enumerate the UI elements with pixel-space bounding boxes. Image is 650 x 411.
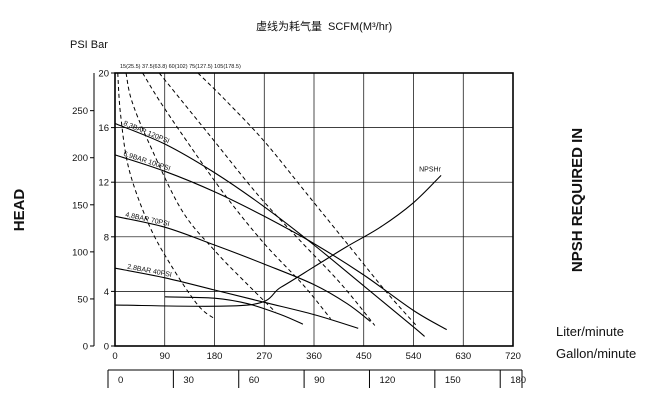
bar-tick-label: 12	[98, 178, 109, 189]
chart-title-unit: SCFM(M³/hr)	[328, 21, 392, 33]
gallon-tick-label: 120	[379, 375, 395, 386]
psi-tick-label: 0	[83, 342, 88, 353]
liter-axis: 0 90 180 270 360 450 540 630 720	[112, 351, 521, 362]
x-tick-label: 540	[406, 351, 422, 362]
series-line-4-8bar-70psi	[114, 215, 371, 322]
gallon-minute-label: Gallon/minute	[556, 346, 636, 361]
chart-title: 虚线为耗气量	[256, 19, 322, 33]
gallon-tick-label: 150	[445, 375, 461, 386]
psi-tick-label: 200	[72, 153, 88, 164]
x-tick-label: 630	[455, 351, 471, 362]
x-tick-label: 180	[207, 351, 223, 362]
gallon-tick-label: 0	[118, 375, 123, 386]
npshr-label: NPSHr	[419, 166, 441, 173]
series-line-60-102	[142, 72, 331, 320]
bar-tick-label: 20	[98, 69, 109, 80]
gallon-axis: 0 30 60 90 120 150 180	[107, 369, 526, 388]
series-line-2-8bar-40psi	[114, 267, 359, 329]
plot-border	[114, 72, 514, 347]
x-tick-label: 270	[256, 351, 272, 362]
x-tick-label: 360	[306, 351, 322, 362]
series-line-105-178-5	[197, 72, 417, 326]
psi-tick-label: 250	[72, 106, 88, 117]
series-layer	[114, 72, 447, 337]
psi-axis: 0 50 100 150 200 250	[72, 73, 95, 353]
bar-axis: 0 4 8 12 16 20	[98, 69, 115, 353]
air-consumption-labels: 15(25.5) 37.5(63.8) 60(102) 75(127.5) 10…	[120, 64, 241, 70]
head-axis-title: HEAD	[11, 189, 28, 232]
liter-minute-label: Liter/minute	[556, 324, 624, 339]
curve-label: 4.8BAR 70PSI	[125, 212, 171, 229]
curve-labels: 8.3BAR 120PSI 6.9BAR 100PSI 4.8BAR 70PSI 2.…	[122, 120, 441, 279]
series-line-4-8bar-70psi-lower	[164, 296, 304, 325]
psi-bar-unit-label: PSI Bar	[70, 39, 108, 51]
bar-tick-label: 4	[104, 287, 109, 298]
series-line-8-3bar-120psi	[114, 122, 425, 337]
series-line-37-5-63-8	[125, 72, 276, 313]
x-tick-label: 450	[356, 351, 372, 362]
bar-tick-label: 8	[104, 232, 109, 243]
bar-tick-label: 0	[104, 342, 109, 353]
psi-tick-label: 100	[72, 247, 88, 258]
gallon-tick-label: 90	[314, 375, 325, 386]
x-tick-label: 0	[112, 351, 117, 362]
curve-label: 8.3BAR 120PSI	[122, 120, 170, 145]
series-line-75-127-5	[158, 72, 376, 326]
x-tick-label: 90	[159, 351, 170, 362]
curve-label: 6.9BAR 100PSI	[122, 151, 171, 173]
psi-tick-label: 50	[77, 294, 88, 305]
psi-tick-label: 150	[72, 200, 88, 211]
series-line-15-25-5	[117, 72, 215, 320]
x-tick-label: 720	[505, 351, 521, 362]
gallon-tick-label: 180	[510, 375, 526, 386]
npsh-axis-title: NPSH REQUIRED IN	[569, 128, 586, 272]
grid-lines	[115, 73, 513, 346]
series-line-npshr	[114, 175, 442, 307]
bar-tick-label: 16	[98, 123, 109, 134]
curve-label: 2.8BAR 40PSI	[127, 264, 173, 279]
gallon-tick-label: 60	[249, 375, 260, 386]
gallon-tick-label: 30	[183, 375, 194, 386]
